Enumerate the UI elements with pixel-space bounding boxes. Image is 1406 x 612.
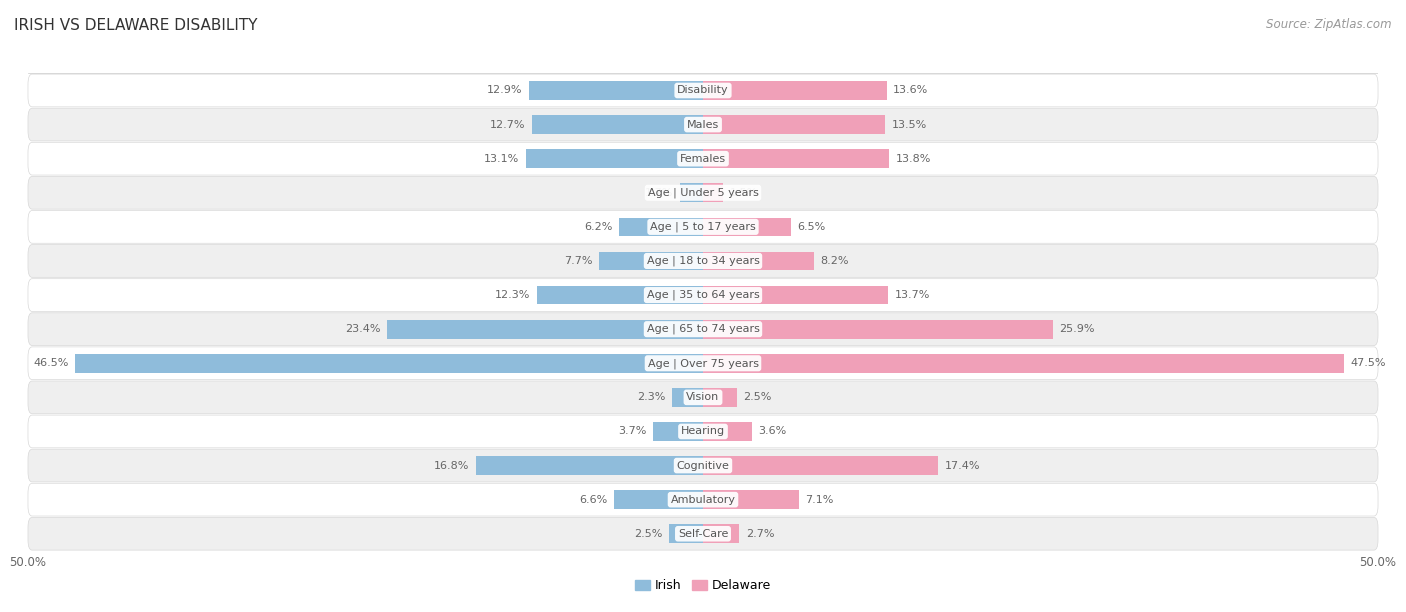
Bar (537, 286, 703, 304)
Text: Ambulatory: Ambulatory (671, 494, 735, 505)
Text: 6.5%: 6.5% (797, 222, 825, 232)
FancyBboxPatch shape (28, 483, 1378, 516)
Bar (703, 320, 1053, 338)
Bar (703, 149, 889, 168)
Text: 12.3%: 12.3% (495, 290, 530, 300)
Bar (703, 81, 887, 100)
Bar (703, 524, 740, 543)
FancyBboxPatch shape (28, 415, 1378, 448)
Bar (703, 217, 790, 236)
Text: 8.2%: 8.2% (821, 256, 849, 266)
Text: 17.4%: 17.4% (945, 461, 980, 471)
Text: 3.7%: 3.7% (617, 427, 647, 436)
Bar (669, 524, 703, 543)
Bar (703, 422, 752, 441)
Text: Females: Females (681, 154, 725, 163)
Text: 13.8%: 13.8% (896, 154, 931, 163)
Bar (703, 115, 886, 134)
Text: Disability: Disability (678, 86, 728, 95)
Text: Hearing: Hearing (681, 427, 725, 436)
Text: Age | 18 to 34 years: Age | 18 to 34 years (647, 256, 759, 266)
Text: Age | 65 to 74 years: Age | 65 to 74 years (647, 324, 759, 334)
Text: 1.5%: 1.5% (730, 188, 758, 198)
Legend: Irish, Delaware: Irish, Delaware (630, 574, 776, 597)
Bar (703, 354, 1344, 373)
Bar (703, 388, 737, 407)
Bar (681, 184, 703, 202)
Text: 3.6%: 3.6% (758, 427, 786, 436)
Text: IRISH VS DELAWARE DISABILITY: IRISH VS DELAWARE DISABILITY (14, 18, 257, 34)
Bar (703, 286, 889, 304)
Text: Age | 5 to 17 years: Age | 5 to 17 years (650, 222, 756, 232)
Text: Source: ZipAtlas.com: Source: ZipAtlas.com (1267, 18, 1392, 31)
Text: Vision: Vision (686, 392, 720, 402)
FancyBboxPatch shape (28, 74, 1378, 107)
Text: 1.7%: 1.7% (645, 188, 673, 198)
Bar (619, 217, 703, 236)
Bar (76, 354, 703, 373)
Text: Cognitive: Cognitive (676, 461, 730, 471)
Text: 7.7%: 7.7% (564, 256, 592, 266)
FancyBboxPatch shape (28, 381, 1378, 414)
Bar (599, 252, 703, 271)
Text: 13.7%: 13.7% (894, 290, 929, 300)
Bar (614, 490, 703, 509)
FancyBboxPatch shape (28, 347, 1378, 379)
Text: 7.1%: 7.1% (806, 494, 834, 505)
Text: 6.2%: 6.2% (583, 222, 613, 232)
FancyBboxPatch shape (28, 176, 1378, 209)
Text: 47.5%: 47.5% (1351, 358, 1386, 368)
Bar (529, 81, 703, 100)
Bar (526, 149, 703, 168)
FancyBboxPatch shape (28, 108, 1378, 141)
Bar (703, 490, 799, 509)
Text: 2.5%: 2.5% (744, 392, 772, 402)
FancyBboxPatch shape (28, 143, 1378, 175)
Text: 13.6%: 13.6% (893, 86, 928, 95)
Text: 25.9%: 25.9% (1059, 324, 1095, 334)
Text: 12.7%: 12.7% (489, 119, 524, 130)
FancyBboxPatch shape (28, 449, 1378, 482)
Text: 46.5%: 46.5% (34, 358, 69, 368)
Bar (703, 184, 723, 202)
Text: 2.5%: 2.5% (634, 529, 662, 539)
Text: Age | Under 5 years: Age | Under 5 years (648, 187, 758, 198)
Bar (477, 456, 703, 475)
Bar (387, 320, 703, 338)
Text: Age | 35 to 64 years: Age | 35 to 64 years (647, 290, 759, 300)
Bar (703, 456, 938, 475)
Bar (652, 422, 703, 441)
Text: 12.9%: 12.9% (486, 86, 522, 95)
Text: 23.4%: 23.4% (344, 324, 381, 334)
FancyBboxPatch shape (28, 211, 1378, 243)
Text: 2.7%: 2.7% (747, 529, 775, 539)
FancyBboxPatch shape (28, 517, 1378, 550)
Text: 13.5%: 13.5% (891, 119, 927, 130)
Text: Self-Care: Self-Care (678, 529, 728, 539)
FancyBboxPatch shape (28, 313, 1378, 346)
Text: Males: Males (688, 119, 718, 130)
Bar (672, 388, 703, 407)
FancyBboxPatch shape (28, 278, 1378, 312)
Text: 2.3%: 2.3% (637, 392, 665, 402)
Text: 13.1%: 13.1% (484, 154, 519, 163)
FancyBboxPatch shape (28, 245, 1378, 277)
Bar (703, 252, 814, 271)
Text: Age | Over 75 years: Age | Over 75 years (648, 358, 758, 368)
Text: 16.8%: 16.8% (434, 461, 470, 471)
Bar (531, 115, 703, 134)
Text: 6.6%: 6.6% (579, 494, 607, 505)
